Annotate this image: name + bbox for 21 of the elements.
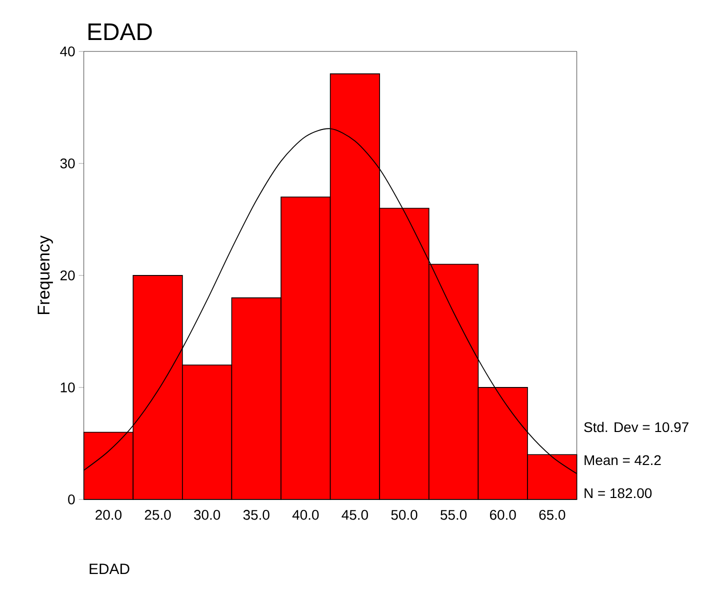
x-tick-label: 45.0: [342, 510, 368, 520]
y-tick-label: 40: [60, 46, 75, 56]
y-axis-title: Frequency: [38, 235, 53, 314]
x-tick-label: 65.0: [539, 510, 566, 520]
y-tick-label: 20: [60, 270, 75, 280]
x-tick-label: 55.0: [440, 510, 467, 520]
y-tick-label: 10: [60, 382, 75, 392]
x-tick-label: 25.0: [144, 510, 171, 520]
x-tick-label: 40.0: [292, 510, 319, 520]
x-tick-label: 35.0: [243, 510, 270, 520]
y-tick-label: 0: [68, 494, 75, 504]
x-axis-title: EDAD: [90, 564, 130, 574]
x-tick-label: 20.0: [96, 510, 122, 520]
x-tick-label: 30.0: [194, 510, 220, 520]
text: Std. Dev = 10.97: [584, 422, 688, 432]
x-tick-label: 60.0: [490, 510, 516, 520]
text: N = 182.00: [584, 488, 652, 498]
text: Mean = 42.2: [584, 455, 661, 466]
x-tick-label: 50.0: [391, 510, 418, 520]
chart-title: EDAD: [88, 24, 152, 40]
y-tick-label: 30: [60, 158, 75, 168]
